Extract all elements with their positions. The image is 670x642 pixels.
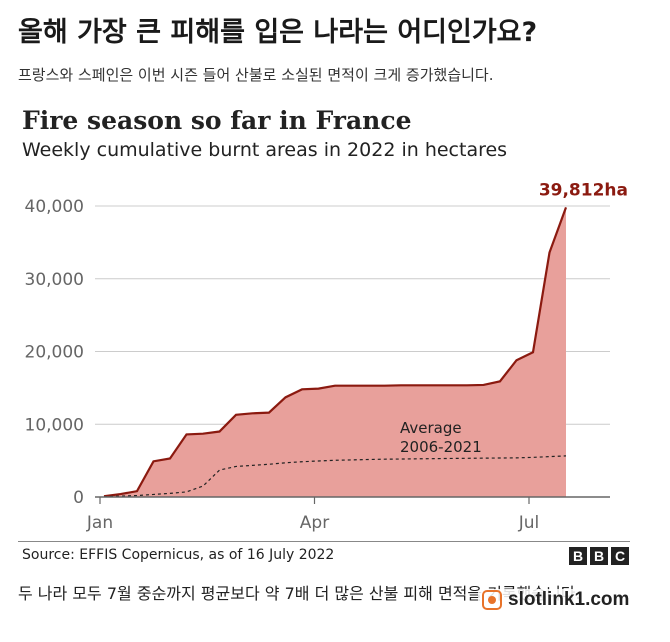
x-tick-label: Jan	[86, 513, 113, 533]
series-2022-area	[104, 207, 566, 497]
page-headline: 올해 가장 큰 피해를 입은 나라는 어디인가요?	[18, 17, 538, 48]
series-2022-line	[103, 206, 568, 498]
burnt-area-chart: 0 10,000 20,000 30,000 40,000 Jan Apr Jul 39,812…	[25, 180, 628, 533]
bbc-logo-letter: B	[590, 547, 608, 565]
bbc-logo-letter: B	[569, 547, 587, 565]
watermark-text: slotlink1.com	[508, 589, 630, 610]
article-caption: 두 나라 모두 7월 중순까지 평균보다 약 7배 더 많은 산불 피해 면적을…	[18, 584, 581, 603]
chart-subtitle: Weekly cumulative burnt areas in 2022 in…	[22, 139, 508, 161]
y-tick-label: 30,000	[25, 270, 84, 290]
bbc-logo: B B C	[569, 547, 629, 565]
y-tick-label: 20,000	[25, 343, 84, 363]
x-tick-label: Apr	[300, 513, 329, 533]
y-tick-label: 0	[73, 488, 84, 508]
chart-title: Fire season so far in France	[22, 106, 412, 135]
chart-source: Source: EFFIS Copernicus, as of 16 July …	[22, 547, 335, 563]
page-standfirst: 프랑스와 스페인은 이번 시즌 들어 산불로 소실된 면적이 크게 증가했습니다…	[18, 66, 494, 84]
y-tick-label: 40,000	[25, 197, 84, 217]
y-tick-label: 10,000	[25, 415, 84, 435]
source-divider	[18, 541, 630, 542]
watermark: slotlink1.com	[478, 589, 634, 611]
average-annotation: Average	[400, 419, 462, 437]
average-annotation: 2006-2021	[400, 438, 482, 456]
end-value-label: 39,812ha	[539, 180, 628, 200]
bbc-logo-letter: C	[611, 547, 629, 565]
x-tick-label: Jul	[518, 513, 540, 533]
slot-logo-icon	[482, 590, 502, 610]
